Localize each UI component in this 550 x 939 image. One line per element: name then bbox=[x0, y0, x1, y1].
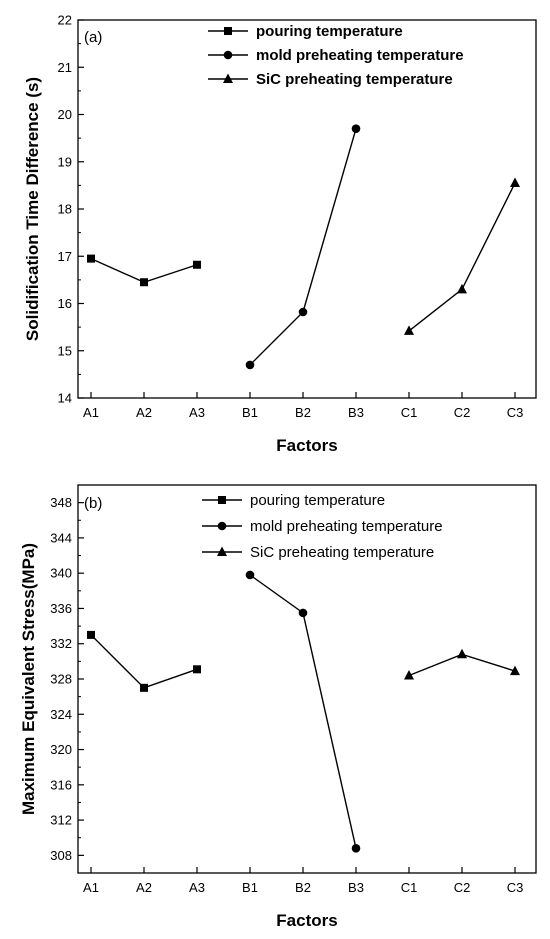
x-tick-label: B1 bbox=[242, 405, 258, 420]
x-tick-label: A1 bbox=[83, 405, 99, 420]
chart-panel-a: (a) Solidification Time Difference (s) F… bbox=[23, 13, 537, 455]
data-point bbox=[457, 283, 467, 294]
legend-label: pouring temperature bbox=[250, 492, 385, 509]
y-tick-label: 14 bbox=[58, 391, 72, 406]
x-tick-label: C1 bbox=[401, 880, 418, 895]
y-tick-label: 348 bbox=[50, 495, 72, 510]
x-ticks-a: A1 A2 A3 B1 B2 B3 C1 C2 C3 bbox=[83, 392, 523, 420]
legend-label: SiC preheating temperature bbox=[250, 544, 434, 561]
series-line-3 bbox=[408, 182, 516, 332]
y-tick-label: 344 bbox=[50, 530, 72, 545]
y-tick-label: 336 bbox=[50, 601, 72, 616]
data-point bbox=[351, 844, 361, 853]
x-axis-title-b: Factors bbox=[276, 911, 337, 930]
y-tick-label: 332 bbox=[50, 636, 72, 651]
data-point bbox=[87, 630, 95, 639]
data-point bbox=[245, 570, 255, 580]
y-tick-label: 21 bbox=[58, 60, 72, 75]
x-tick-label: A3 bbox=[189, 405, 205, 420]
legend-b: pouring temperature mold preheating tempe… bbox=[202, 492, 443, 561]
legend-marker bbox=[217, 521, 227, 531]
x-tick-label: C3 bbox=[507, 405, 524, 420]
data-point bbox=[298, 608, 308, 618]
legend-label: mold preheating temperature bbox=[256, 47, 464, 64]
y-tick-label: 324 bbox=[50, 707, 72, 722]
x-tick-label: A2 bbox=[136, 880, 152, 895]
y-ticks-b: 308 312 316 320 324 328 332 336 340 344 348 bbox=[50, 495, 84, 863]
data-point bbox=[510, 177, 520, 188]
y-tick-label: 308 bbox=[50, 848, 72, 863]
legend-marker bbox=[217, 546, 227, 556]
y-axis-title-b: Maximum Equivalent Stress(MPa) bbox=[19, 543, 38, 815]
data-point bbox=[298, 307, 308, 317]
x-tick-label: B2 bbox=[295, 405, 311, 420]
y-tick-label: 340 bbox=[50, 566, 72, 581]
y-tick-label: 312 bbox=[50, 813, 72, 828]
x-tick-label: B3 bbox=[348, 405, 364, 420]
data-point bbox=[140, 683, 148, 692]
series-group-b bbox=[87, 570, 520, 853]
y-tick-label: 15 bbox=[58, 343, 72, 358]
legend-label: mold preheating temperature bbox=[250, 518, 443, 535]
series-group-a bbox=[87, 124, 520, 370]
y-tick-label: 320 bbox=[50, 742, 72, 757]
x-ticks-b: A1 A2 A3 B1 B2 B3 C1 C2 C3 bbox=[83, 867, 523, 895]
y-tick-label: 328 bbox=[50, 672, 72, 687]
y-tick-label: 19 bbox=[58, 154, 72, 169]
x-tick-label: A2 bbox=[136, 405, 152, 420]
y-tick-label: 17 bbox=[58, 249, 72, 264]
x-tick-label: B3 bbox=[348, 880, 364, 895]
x-tick-label: B2 bbox=[295, 880, 311, 895]
series-line-1 bbox=[90, 634, 198, 689]
x-tick-label: C2 bbox=[454, 880, 471, 895]
x-tick-label: A3 bbox=[189, 880, 205, 895]
data-point bbox=[87, 254, 95, 263]
y-tick-label: 316 bbox=[50, 777, 72, 792]
legend-marker bbox=[218, 496, 226, 504]
data-point bbox=[510, 665, 520, 676]
legend-a: pouring temperature mold preheating tempe… bbox=[208, 23, 464, 88]
x-tick-label: C3 bbox=[507, 880, 524, 895]
legend-marker bbox=[224, 27, 232, 35]
x-axis-title-a: Factors bbox=[276, 436, 337, 455]
panel-label-a: (a) bbox=[84, 29, 102, 46]
data-point bbox=[351, 124, 361, 133]
x-tick-label: A1 bbox=[83, 880, 99, 895]
y-ticks-a: 14 15 16 17 18 19 20 21 22 bbox=[58, 13, 84, 406]
legend-marker bbox=[223, 73, 233, 83]
data-point bbox=[245, 360, 255, 370]
y-tick-label: 16 bbox=[58, 296, 72, 311]
legend-label: SiC preheating temperature bbox=[256, 71, 453, 88]
legend-marker bbox=[223, 50, 233, 60]
legend-label: pouring temperature bbox=[256, 23, 403, 40]
x-tick-label: C1 bbox=[401, 405, 418, 420]
y-tick-label: 20 bbox=[58, 107, 72, 122]
data-point bbox=[193, 260, 201, 269]
y-axis-title-a: Solidification Time Difference (s) bbox=[23, 77, 42, 341]
data-point bbox=[404, 669, 414, 680]
data-point bbox=[193, 665, 201, 674]
panel-label-b: (b) bbox=[84, 495, 102, 512]
y-tick-label: 18 bbox=[58, 202, 72, 217]
data-point bbox=[404, 325, 414, 335]
x-tick-label: C2 bbox=[454, 405, 471, 420]
chart-panel-b: (b) Maximum Equivalent Stress(MPa) Facto… bbox=[19, 484, 537, 930]
x-tick-label: B1 bbox=[242, 880, 258, 895]
data-point bbox=[457, 648, 467, 659]
series-line-2 bbox=[249, 128, 357, 366]
data-point bbox=[140, 278, 148, 287]
y-tick-label: 22 bbox=[58, 13, 72, 28]
